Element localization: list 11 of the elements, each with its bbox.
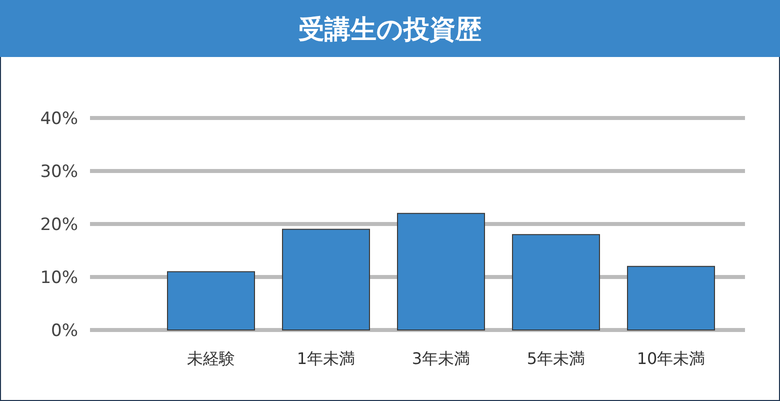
title: 受講生の投資歴: [298, 15, 482, 45]
x-tick-label: 未経験: [187, 349, 235, 368]
y-tick-label: 30%: [40, 162, 78, 182]
x-tick-label: 3年未満: [412, 349, 470, 368]
x-tick-label: 10年未満: [636, 349, 706, 368]
y-tick-label: 40%: [40, 109, 78, 129]
y-tick-label: 10%: [40, 268, 78, 288]
x-tick-label: 5年未満: [526, 349, 586, 368]
y-tick-label: 0%: [51, 321, 78, 341]
y-tick-label: 20%: [40, 215, 78, 235]
x-tick-label: 1年未満: [296, 349, 356, 368]
